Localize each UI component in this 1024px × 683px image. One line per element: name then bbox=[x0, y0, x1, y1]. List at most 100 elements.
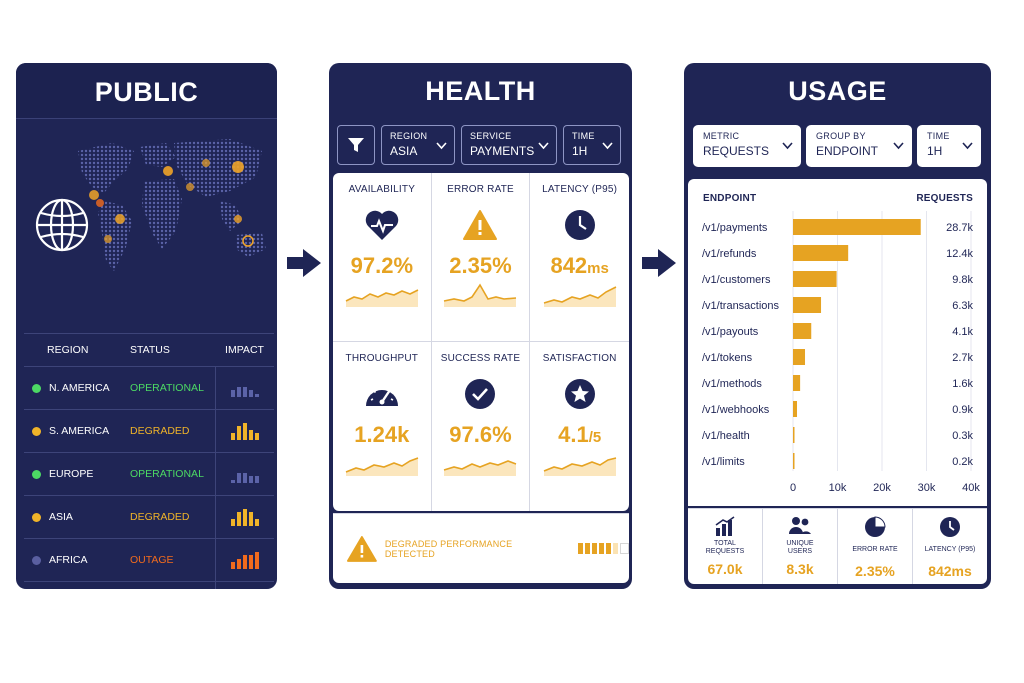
value-label: 28.7k bbox=[946, 222, 973, 234]
value-label: 0.3k bbox=[952, 430, 973, 442]
impact-bar bbox=[243, 423, 247, 440]
health-metrics-grid: AVAILABILITY 97.2% ERROR RATE 2.35% bbox=[333, 173, 629, 511]
bar-chart-icon bbox=[715, 516, 735, 536]
value-label: 12.4k bbox=[946, 248, 973, 260]
region-filter-value: ASIA bbox=[390, 144, 418, 158]
public-title: PUBLIC bbox=[16, 63, 277, 119]
time-dropdown-value: 1H bbox=[927, 144, 943, 158]
impact-bar bbox=[237, 426, 241, 440]
status-dot-icon bbox=[32, 555, 41, 565]
impact-bars bbox=[231, 422, 259, 440]
filter-icon bbox=[348, 138, 364, 152]
stat-error-rate[interactable]: ERROR RATE 2.35% bbox=[838, 509, 913, 584]
impact-cell bbox=[215, 410, 274, 452]
time-filter-dropdown[interactable]: TIME 1H bbox=[563, 125, 621, 165]
arrow-right-icon bbox=[642, 249, 676, 277]
endpoint-label: /v1/payouts bbox=[702, 326, 759, 338]
region-row-s-america[interactable]: S. AMERICA DEGRADED bbox=[24, 410, 274, 453]
alert-severity-meter bbox=[578, 543, 629, 554]
column-header-region: REGION bbox=[47, 344, 89, 356]
sparkline bbox=[345, 457, 419, 476]
region-row-africa[interactable]: AFRICA OUTAGE bbox=[24, 539, 274, 582]
impact-bar bbox=[255, 552, 259, 569]
impact-bars bbox=[231, 465, 259, 483]
impact-bar bbox=[243, 386, 247, 397]
sparkline bbox=[444, 460, 517, 476]
impact-bar bbox=[249, 476, 253, 483]
impact-bar bbox=[231, 433, 235, 440]
region-row-asia[interactable]: ASIA DEGRADED bbox=[24, 496, 274, 539]
impact-cell bbox=[215, 367, 274, 409]
group-by-dropdown[interactable]: GROUP BY ENDPOINT bbox=[806, 125, 912, 167]
stat-latency[interactable]: LATENCY (P95) 842ms bbox=[913, 509, 987, 584]
impact-bar bbox=[231, 562, 235, 569]
impact-bar bbox=[243, 472, 247, 483]
users-icon bbox=[789, 517, 811, 534]
time-dropdown[interactable]: TIME 1H bbox=[917, 125, 981, 167]
sparkline bbox=[543, 286, 617, 307]
usage-title: USAGE bbox=[788, 76, 887, 106]
sparkline bbox=[543, 457, 616, 476]
value-label: 4.1k bbox=[952, 326, 973, 338]
metric-card-throughput[interactable]: THROUGHPUT 1.24k bbox=[333, 342, 432, 511]
metric-label: SATISFACTION bbox=[542, 353, 617, 364]
metric-dropdown[interactable]: METRIC REQUESTS bbox=[693, 125, 801, 167]
warning-icon bbox=[347, 535, 377, 562]
region-status-table: REGION STATUS IMPACT N. AMERICA OPERATION… bbox=[24, 333, 274, 589]
status-text: DEGRADED bbox=[130, 511, 190, 523]
metric-card-availability[interactable]: AVAILABILITY 97.2% bbox=[333, 173, 432, 342]
impact-bar bbox=[237, 558, 241, 569]
star-circle-icon bbox=[564, 379, 595, 409]
status-dot-icon bbox=[32, 512, 41, 522]
filter-button[interactable] bbox=[337, 125, 375, 165]
metric-value: 97.6% bbox=[449, 422, 512, 447]
metric-label: ERROR RATE bbox=[447, 184, 514, 195]
bar bbox=[793, 427, 795, 443]
column-header-status: STATUS bbox=[130, 344, 170, 356]
bar bbox=[793, 245, 849, 261]
region-name: AFRICA bbox=[49, 554, 88, 566]
sparkline bbox=[444, 283, 517, 307]
region-cell: S. AMERICA bbox=[24, 425, 130, 437]
world-map bbox=[35, 139, 266, 271]
service-filter-label: SERVICE bbox=[470, 131, 512, 141]
service-filter-dropdown[interactable]: SERVICE PAYMENTS bbox=[461, 125, 557, 165]
metric-unit: /5 bbox=[588, 429, 602, 446]
impact-bar bbox=[255, 433, 259, 440]
impact-bar bbox=[243, 555, 247, 569]
bar bbox=[793, 323, 812, 339]
metric-card-success-rate[interactable]: SUCCESS RATE 97.6% bbox=[432, 342, 531, 511]
region-filter-dropdown[interactable]: REGION ASIA bbox=[381, 125, 455, 165]
metric-card-error-rate[interactable]: ERROR RATE 2.35% bbox=[431, 173, 531, 342]
x-tick-label: 0 bbox=[790, 482, 796, 494]
sparkline bbox=[345, 289, 419, 307]
value-label: 1.6k bbox=[952, 378, 973, 390]
value-label: 0.2k bbox=[952, 456, 973, 468]
group-by-dropdown-value: ENDPOINT bbox=[816, 144, 879, 158]
region-row-europe[interactable]: EUROPE OPERATIONAL bbox=[24, 453, 274, 496]
impact-bar bbox=[249, 390, 253, 397]
stat-total-requests[interactable]: TOTAL REQUESTS 67.0k bbox=[688, 509, 763, 584]
metric-value: 97.2% bbox=[350, 253, 414, 278]
impact-bar bbox=[255, 393, 259, 397]
bar bbox=[793, 375, 801, 391]
region-row-australia[interactable]: AUSTRALIAOPERATIONAL bbox=[24, 582, 274, 589]
usage-chart-area: ENDPOINT REQUESTS /v1/payments 28.7k/v1/r… bbox=[688, 179, 987, 506]
status-text: OUTAGE bbox=[130, 554, 174, 566]
time-filter-label: TIME bbox=[572, 131, 595, 141]
stat-label: UNIQUE USERS bbox=[786, 540, 814, 555]
region-cell: ASIA bbox=[24, 511, 130, 523]
region-row-n-america[interactable]: N. AMERICA OPERATIONAL bbox=[24, 367, 274, 410]
endpoint-label: /v1/methods bbox=[702, 378, 762, 390]
degraded-alert-banner[interactable]: DEGRADED PERFORMANCE DETECTED bbox=[333, 513, 629, 583]
impact-cell bbox=[215, 582, 274, 589]
metric-number: 4.1 bbox=[558, 422, 589, 447]
metric-card-satisfaction[interactable]: SATISFACTION 4.1/5 bbox=[530, 342, 629, 511]
chevron-down-icon bbox=[538, 142, 549, 150]
impact-bar bbox=[255, 519, 259, 526]
metric-card-latency[interactable]: LATENCY (P95) 842ms bbox=[530, 173, 629, 342]
requests-by-endpoint-chart: /v1/payments 28.7k/v1/refunds 12.4k/v1/cus… bbox=[702, 211, 980, 494]
metric-dropdown-label: METRIC bbox=[703, 131, 740, 141]
stat-unique-users[interactable]: UNIQUE USERS 8.3k bbox=[763, 509, 838, 584]
requests-column-header: REQUESTS bbox=[916, 193, 973, 204]
